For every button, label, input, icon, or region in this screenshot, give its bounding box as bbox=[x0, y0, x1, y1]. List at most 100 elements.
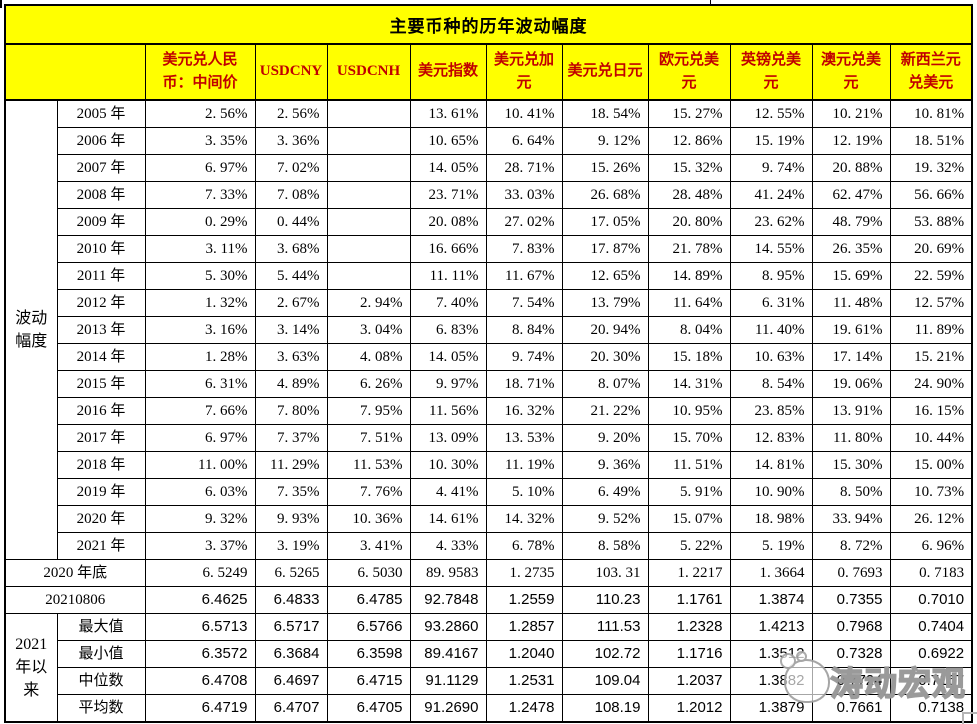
year-label: 2012 年 bbox=[56, 289, 146, 317]
value-cell: 6. 26% bbox=[326, 370, 411, 398]
value-cell: 4. 33% bbox=[409, 532, 487, 560]
value-cell: 18. 98% bbox=[729, 505, 813, 533]
value-cell: 18. 71% bbox=[485, 370, 563, 398]
value-cell: 6.4705 bbox=[326, 694, 411, 723]
value-cell: 103. 31 bbox=[561, 559, 649, 587]
value-cell: 28. 71% bbox=[485, 154, 563, 182]
value-cell: 9. 12% bbox=[561, 127, 649, 155]
year-row: 波动幅度 2005 年 2. 56% 2. 56% 13. 61% 10. 41% 18. … bbox=[4, 99, 973, 560]
row-group-label: 2021年以来 bbox=[4, 613, 58, 723]
value-cell: 8. 54% bbox=[729, 370, 813, 398]
value-cell: 3. 11% bbox=[144, 235, 256, 263]
value-cell: 5. 30% bbox=[144, 262, 256, 290]
value-cell: 1.3874 bbox=[729, 586, 813, 614]
year-row: 2011 年 5. 30% 5. 44% 11. 11% 11. 67% 12. 65% 1… bbox=[5, 262, 973, 290]
value-cell: 11. 51% bbox=[647, 451, 731, 479]
value-cell: 10. 63% bbox=[729, 343, 813, 371]
value-cell: 8. 58% bbox=[561, 532, 649, 560]
value-cell: 1.2478 bbox=[485, 694, 563, 723]
value-cell: 6.4697 bbox=[254, 667, 328, 695]
value-cell: 6. 97% bbox=[144, 154, 256, 182]
value-cell: 14. 05% bbox=[409, 343, 487, 371]
value-cell: 13. 79% bbox=[561, 289, 649, 317]
value-cell: 11. 40% bbox=[729, 316, 813, 344]
value-cell: 15. 32% bbox=[647, 154, 731, 182]
year-label: 2011 年 bbox=[56, 262, 146, 290]
value-cell: 13. 61% bbox=[409, 99, 487, 128]
value-cell: 26. 68% bbox=[561, 181, 649, 209]
value-cell: 0.7167 bbox=[889, 667, 973, 695]
year-row: 2015 年 6. 31% 4. 89% 6. 26% 9. 97% 18. 71% 8. … bbox=[5, 370, 973, 398]
value-cell: 23. 85% bbox=[729, 397, 813, 425]
value-cell: 56. 66% bbox=[889, 181, 973, 209]
column-header: 新西兰元兑美元 bbox=[889, 43, 973, 101]
value-cell: 6.4719 bbox=[144, 694, 256, 723]
value-cell: 10. 95% bbox=[647, 397, 731, 425]
year-row: 2018 年 11. 00% 11. 29% 11. 53% 10. 30% 11. 19… bbox=[5, 451, 973, 479]
value-cell: 1. 2735 bbox=[485, 559, 563, 587]
value-cell: 6. 96% bbox=[889, 532, 973, 560]
corner-cell bbox=[4, 43, 146, 101]
value-cell: 20. 08% bbox=[409, 208, 487, 236]
value-cell: 16. 32% bbox=[485, 397, 563, 425]
value-cell bbox=[326, 262, 411, 290]
value-cell: 3. 16% bbox=[144, 316, 256, 344]
value-cell: 2. 67% bbox=[254, 289, 328, 317]
value-cell: 3. 35% bbox=[144, 127, 256, 155]
value-cell: 0.7968 bbox=[811, 613, 891, 641]
value-cell: 1. 3664 bbox=[729, 559, 813, 587]
value-cell: 7. 37% bbox=[254, 424, 328, 452]
value-cell: 1. 28% bbox=[144, 343, 256, 371]
snapshot-label: 2020 年底 bbox=[4, 559, 146, 587]
value-cell: 16. 15% bbox=[889, 397, 973, 425]
value-cell: 7. 35% bbox=[254, 478, 328, 506]
value-cell: 9. 97% bbox=[409, 370, 487, 398]
year-label: 2016 年 bbox=[56, 397, 146, 425]
value-cell: 0. 7693 bbox=[811, 559, 891, 587]
column-header: 美元指数 bbox=[409, 43, 487, 101]
value-cell: 7. 02% bbox=[254, 154, 328, 182]
value-cell: 11. 11% bbox=[409, 262, 487, 290]
value-cell: 8. 50% bbox=[811, 478, 891, 506]
value-cell: 5. 19% bbox=[729, 532, 813, 560]
value-cell: 8. 04% bbox=[647, 316, 731, 344]
value-cell: 6.3598 bbox=[326, 640, 411, 668]
value-cell: 53. 88% bbox=[889, 208, 973, 236]
value-cell: 5. 22% bbox=[647, 532, 731, 560]
year-label: 2021 年 bbox=[56, 532, 146, 560]
value-cell: 12. 55% bbox=[729, 99, 813, 128]
column-header: USDCNH bbox=[326, 43, 411, 101]
stat-label: 中位数 bbox=[56, 667, 146, 695]
value-cell: 12. 65% bbox=[561, 262, 649, 290]
title-row: 主要币种的历年波动幅度 bbox=[4, 4, 973, 45]
value-cell: 19. 32% bbox=[889, 154, 973, 182]
year-row: 2012 年 1. 32% 2. 67% 2. 94% 7. 40% 7. 54% 13. … bbox=[5, 289, 973, 317]
value-cell: 7. 66% bbox=[144, 397, 256, 425]
value-cell: 11. 80% bbox=[811, 424, 891, 452]
value-cell: 10. 21% bbox=[811, 99, 891, 128]
value-cell: 7. 54% bbox=[485, 289, 563, 317]
value-cell: 1.1761 bbox=[647, 586, 731, 614]
value-cell bbox=[326, 235, 411, 263]
value-cell: 3. 63% bbox=[254, 343, 328, 371]
value-cell: 6. 03% bbox=[144, 478, 256, 506]
column-header: 美元兑加元 bbox=[485, 43, 563, 101]
value-cell: 16. 66% bbox=[409, 235, 487, 263]
value-cell: 15. 27% bbox=[647, 99, 731, 128]
year-row: 2014 年 1. 28% 3. 63% 4. 08% 14. 05% 9. 74% 20.… bbox=[5, 343, 973, 371]
value-cell: 10. 81% bbox=[889, 99, 973, 128]
value-cell: 111.53 bbox=[561, 613, 649, 641]
value-cell: 11. 56% bbox=[409, 397, 487, 425]
value-cell: 15. 70% bbox=[647, 424, 731, 452]
stat-row: 2021年以来 最大值 6.5713 6.5717 6.5766 93.2860 1.285… bbox=[4, 613, 973, 723]
value-cell: 1.2531 bbox=[485, 667, 563, 695]
value-cell: 26. 35% bbox=[811, 235, 891, 263]
year-label: 2007 年 bbox=[56, 154, 146, 182]
value-cell: 20. 80% bbox=[647, 208, 731, 236]
value-cell: 62. 47% bbox=[811, 181, 891, 209]
value-cell: 1.3512 bbox=[729, 640, 813, 668]
value-cell: 2. 94% bbox=[326, 289, 411, 317]
value-cell: 0.7010 bbox=[889, 586, 973, 614]
value-cell: 20. 30% bbox=[561, 343, 649, 371]
value-cell: 19. 61% bbox=[811, 316, 891, 344]
